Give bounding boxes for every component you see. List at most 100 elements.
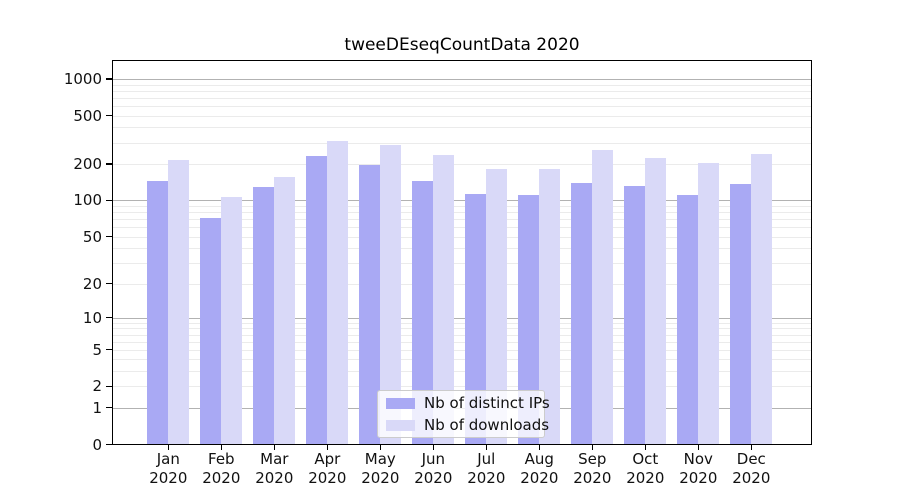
x-tick [220,444,222,450]
x-tick [591,444,593,450]
y-tick-label: 2 [92,377,102,396]
bar-distinct-ips-jan [146,180,168,444]
x-tick-label: Sep 2020 [573,450,612,487]
x-tick [167,444,169,450]
y-tick [106,199,112,202]
x-tick [273,444,275,450]
bar-distinct-ips-dec [729,183,751,444]
gridline-minor [113,283,811,285]
y-tick-label: 0 [92,435,102,454]
bar-downloads-jun [432,154,454,444]
gridline-minor [113,90,811,92]
y-tick [106,385,112,388]
gridline-minor [113,328,811,330]
y-tick [106,163,112,165]
x-tick [432,444,434,450]
x-tick-label: Mar 2020 [255,450,294,487]
x-tick-label: Aug 2020 [520,450,559,487]
y-tick [106,443,112,446]
x-tick-label: Apr 2020 [308,450,347,487]
gridline-minor [113,248,811,250]
x-tick-label: Jan 2020 [149,450,188,487]
x-tick [697,444,699,450]
y-tick-label: 100 [73,191,102,210]
gridline-minor [113,371,811,373]
bar-downloads-apr [326,140,348,444]
gridline-major [113,200,811,202]
bar-downloads-may [379,144,401,444]
y-tick [106,115,112,117]
y-tick-label: 1000 [63,70,102,88]
gridline-minor [113,359,811,361]
gridline-minor [113,236,811,238]
x-tick-label: Feb 2020 [202,450,241,487]
y-tick-label: 50 [82,227,102,246]
y-tick-label: 10 [82,308,102,327]
bar-distinct-ips-jun [411,180,433,444]
bar-distinct-ips-jul [464,194,486,444]
y-tick-label: 1 [92,398,102,417]
bar-downloads-mar [273,177,295,444]
legend-label-distinct-ips: Nb of distinct IPs [424,394,550,412]
x-tick-label: Dec 2020 [732,450,771,487]
gridline-minor [113,219,811,220]
y-tick-label: 200 [73,155,102,173]
gridline-minor [113,386,811,388]
gridline-minor [113,349,811,351]
y-tick [106,317,112,319]
x-tick [538,444,540,450]
chart-title: tweeDEseqCountData 2020 [344,35,580,55]
gridline-minor [113,334,811,336]
gridline-minor [113,164,811,165]
bar-downloads-jan [167,159,189,444]
gridline-minor [113,97,811,99]
bar-distinct-ips-oct [623,185,645,444]
bar-distinct-ips-apr [305,155,327,444]
bar-downloads-aug [538,168,560,444]
x-tick-label: Nov 2020 [679,450,718,487]
gridline-minor [113,205,811,207]
gridline-minor [113,341,811,343]
x-tick-label: Jul 2020 [467,450,506,487]
gridline-major [113,79,811,80]
bar-distinct-ips-nov [676,195,698,444]
x-tick [750,444,752,450]
x-tick [379,444,381,450]
bar-downloads-feb [220,196,242,444]
bar-downloads-jul [485,168,507,444]
legend-label-downloads: Nb of downloads [424,416,550,434]
gridline-minor [113,127,811,129]
gridline-minor [113,212,811,213]
legend-swatch-distinct-ips [386,397,415,409]
gridline-minor [113,106,811,107]
plot-area [113,61,811,444]
bar-downloads-dec [750,153,772,444]
gridline-major [113,317,811,319]
gridline-minor [113,227,811,228]
bar-downloads-sep [591,150,613,444]
x-tick-label: Jun 2020 [414,450,453,487]
legend-item-distinct-ips: Nb of distinct IPs [378,394,550,412]
bar-downloads-nov [697,163,719,444]
legend-swatch-downloads [386,419,415,431]
bar-distinct-ips-sep [570,183,592,444]
bar-distinct-ips-mar [252,186,274,444]
x-tick [326,444,328,450]
y-tick [106,407,112,409]
y-tick [106,235,112,238]
gridline-minor [113,142,811,144]
gridline-minor [113,322,811,324]
bar-distinct-ips-feb [199,217,221,444]
x-tick-label: May 2020 [361,450,400,487]
x-tick [485,444,487,450]
y-tick-label: 500 [73,106,102,125]
bar-distinct-ips-aug [517,195,539,444]
y-tick [106,282,112,285]
legend-item-downloads: Nb of downloads [378,416,549,434]
gridline-minor [113,262,811,264]
y-tick-label: 5 [92,340,102,359]
x-tick-label: Oct 2020 [626,450,665,487]
bar-distinct-ips-may [358,164,380,444]
legend: Nb of distinct IPs Nb of downloads [377,390,550,438]
